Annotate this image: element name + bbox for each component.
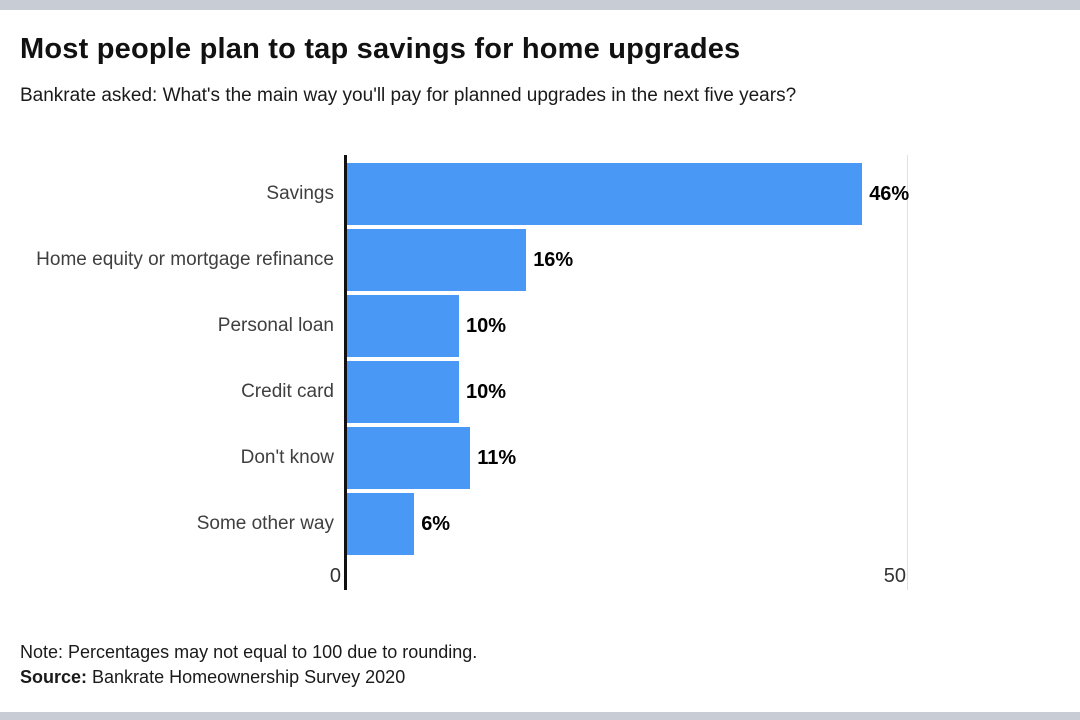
chart-row: Savings 46% bbox=[0, 161, 1080, 227]
y-axis-baseline bbox=[344, 155, 347, 590]
page-title: Most people plan to tap savings for home… bbox=[20, 33, 741, 65]
gridline-50 bbox=[907, 155, 908, 590]
chart-row: Personal loan 10% bbox=[0, 293, 1080, 359]
bar bbox=[347, 361, 459, 423]
source-label: Source: bbox=[20, 667, 88, 687]
category-label: Don't know bbox=[240, 447, 334, 469]
chart-rows: Savings 46% Home equity or mortgage refina… bbox=[0, 161, 1080, 557]
value-label: 11% bbox=[477, 446, 517, 469]
footnote: Note: Percentages may not equal to 100 d… bbox=[20, 642, 478, 662]
category-label: Savings bbox=[266, 183, 334, 205]
bar bbox=[347, 295, 459, 357]
value-label: 16% bbox=[533, 248, 574, 271]
category-label: Credit card bbox=[241, 381, 334, 403]
category-label: Some other way bbox=[196, 513, 334, 535]
x-tick-50: 50 bbox=[883, 565, 906, 587]
bar bbox=[347, 493, 415, 555]
category-label: Personal loan bbox=[217, 315, 334, 337]
category-label: Home equity or mortgage refinance bbox=[36, 249, 334, 271]
source-text: Bankrate Homeownership Survey 2020 bbox=[87, 667, 406, 687]
value-label: 10% bbox=[466, 380, 507, 403]
chart-row: Some other way 6% bbox=[0, 491, 1080, 557]
page-subtitle: Bankrate asked: What's the main way you'… bbox=[20, 85, 797, 106]
value-label: 10% bbox=[466, 314, 507, 337]
x-tick-0: 0 bbox=[329, 565, 341, 587]
bottom-frame-bar bbox=[0, 712, 1080, 720]
value-label: 6% bbox=[421, 512, 451, 535]
bar bbox=[347, 229, 527, 291]
bar bbox=[347, 163, 863, 225]
bar bbox=[347, 427, 471, 489]
top-frame-bar bbox=[0, 0, 1080, 10]
value-label: 46% bbox=[869, 182, 910, 205]
chart-row: Credit card 10% bbox=[0, 359, 1080, 425]
bar-chart: Savings 46% Home equity or mortgage refina… bbox=[0, 155, 1080, 605]
chart-row: Don't know 11% bbox=[0, 425, 1080, 491]
chart-row: Home equity or mortgage refinance 16% bbox=[0, 227, 1080, 293]
source-line: Source: Bankrate Homeownership Survey 20… bbox=[20, 667, 1060, 688]
